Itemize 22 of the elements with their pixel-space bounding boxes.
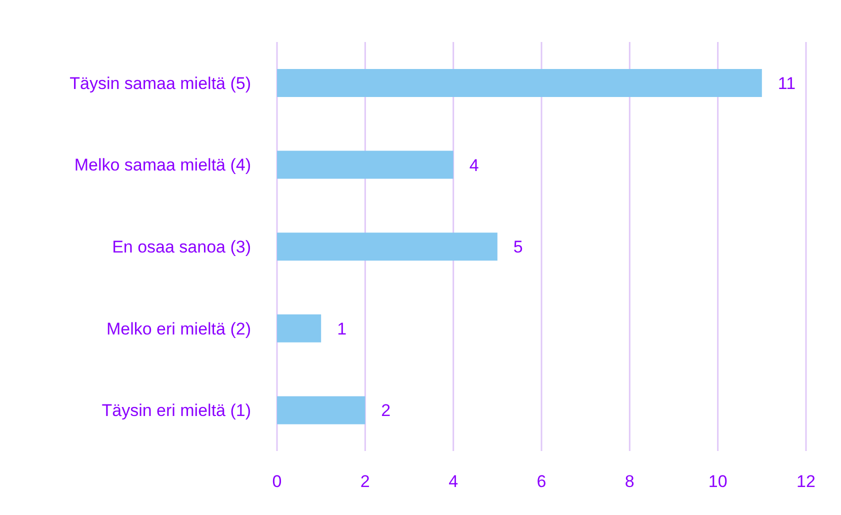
bar [277, 150, 454, 179]
data-label: 5 [513, 238, 523, 257]
data-label: 4 [469, 156, 479, 175]
x-tick-label: 4 [448, 472, 458, 492]
y-tick-label: En osaa sanoa (3) [112, 238, 251, 257]
y-tick-label: Täysin eri mieltä (1) [102, 401, 251, 420]
x-tick-label: 8 [624, 472, 634, 492]
y-tick-label: Melko samaa mieltä (4) [74, 156, 251, 175]
bar [277, 232, 498, 261]
y-tick-label: Melko eri mieltä (2) [106, 319, 251, 338]
x-tick-label: 12 [796, 472, 816, 492]
data-label: 11 [778, 74, 796, 94]
data-label: 2 [381, 401, 391, 420]
x-tick-label: 10 [708, 472, 728, 492]
bar [277, 314, 322, 342]
x-tick-label: 6 [536, 472, 546, 492]
data-label: 1 [337, 319, 347, 338]
bar [277, 69, 762, 97]
x-tick-label: 2 [360, 472, 370, 492]
bar [277, 396, 366, 424]
x-tick-label: 0 [272, 472, 282, 492]
y-tick-label: Täysin samaa mieltä (5) [70, 74, 251, 93]
